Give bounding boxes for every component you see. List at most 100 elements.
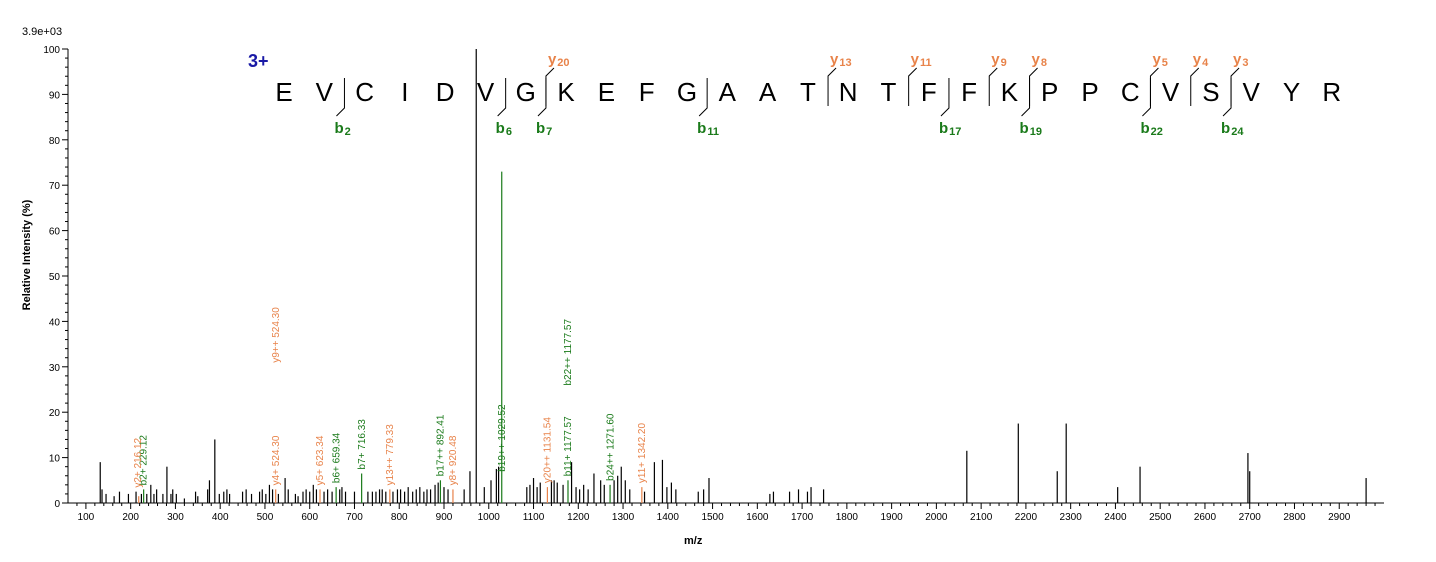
sequence-residue: T [800,77,816,107]
sequence-residue: A [719,77,737,107]
y-tick-label: 50 [49,272,61,283]
x-tick-label: 1600 [746,512,769,523]
x-tick-label: 500 [257,512,274,523]
sequence-residue: K [557,77,575,107]
peak-annotation: b24++ 1271.60 [605,413,616,481]
peak-annotation: y9++ 524.30 [271,307,282,363]
y-ion-marker [1230,67,1240,106]
b-ion-marker [1021,78,1031,117]
x-tick-label: 2100 [970,512,993,523]
x-tick-label: 200 [122,512,139,523]
y-ion-marker [545,67,555,106]
sequence-residue: I [401,77,408,107]
sequence-residue: R [1322,77,1341,107]
peak-annotation: b19++ 1029.52 [497,404,508,472]
intensity-scale-label: 3.9e+03 [22,26,62,38]
sequence-residue: N [839,77,858,107]
x-tick-label: 1800 [836,512,859,523]
x-tick-label: 1700 [791,512,814,523]
fragment-ion-label: b19 [1020,120,1042,138]
fragment-ion-label: y8 [1032,51,1047,69]
peaks [99,49,1367,503]
x-tick-label: 1200 [567,512,590,523]
sequence-residue: G [677,77,697,107]
y-ion-marker [827,67,837,106]
peak-annotation: b7+ 716.33 [357,419,368,470]
sequence-residue: Y [1283,77,1300,107]
y-tick-label: 30 [49,363,61,374]
y-tick-label: 80 [49,136,61,147]
fragment-ion-label: b7 [536,120,552,138]
y-ion-marker [908,67,918,106]
x-ticks: 100 200 300 400 500 600 700 800 900 1000 1100 1200 1… [76,503,1376,523]
peak-annotation: b17++ 892.41 [436,414,447,476]
fragment-ion-label: b24 [1221,120,1244,138]
sequence-residue: V [316,77,334,107]
fragment-ion-label: y11 [911,51,932,69]
y-ion-marker [1190,67,1200,106]
x-tick-label: 2700 [1239,512,1262,523]
fragment-ion-label: b22 [1140,120,1162,138]
sequence-residue: V [1243,77,1261,107]
b-ion-marker [940,78,950,117]
x-tick-label: 900 [436,512,453,523]
peak-annotation: y20++ 1131.54 [543,417,554,483]
x-tick-label: 2500 [1149,512,1172,523]
y-tick-label: 40 [49,317,61,328]
x-tick-label: 2300 [1060,512,1083,523]
y-tick-label: 60 [49,227,61,238]
fragment-ion-label: b17 [939,120,961,138]
sequence-residue: E [598,77,615,107]
sequence-residue: G [516,77,536,107]
x-tick-label: 2900 [1328,512,1351,523]
fragment-ion-label: y20 [548,51,570,69]
x-tick-label: 1100 [523,512,545,523]
b-ion-marker [497,78,507,117]
x-tick-label: 400 [212,512,229,523]
peak-annotation: y5+ 623.34 [315,435,326,485]
fragment-ion-label: b2 [334,120,350,138]
b-ion-marker [698,78,708,117]
sequence-residue: C [355,77,374,107]
b-ion-marker [1142,78,1151,117]
sequence-residue: C [1121,77,1140,107]
peak-annotation: b6+ 659.34 [331,432,342,483]
sequence-residue: F [961,77,977,107]
fragment-ion-label: b6 [496,120,512,138]
sequence-residue: V [1162,77,1180,107]
peak-annotation: y13++ 779.33 [385,424,396,486]
fragment-ion-label: y9 [991,51,1006,69]
x-tick-label: 1500 [701,512,724,523]
x-tick-label: 1300 [612,512,635,523]
b-ion-marker [537,78,547,117]
sequence-residue: F [639,77,655,107]
b-ion-marker [1222,78,1232,117]
x-tick-label: 1900 [880,512,903,523]
x-tick-label: 800 [391,512,408,523]
y-ticks: 0 10 20 30 40 50 60 70 80 90 100 [43,45,68,510]
y-ion-marker [1149,67,1159,106]
y-tick-label: 0 [54,499,60,510]
y-tick-label: 90 [49,90,61,101]
fragment-ion-label: y3 [1233,51,1248,69]
y-tick-label: 70 [49,181,61,192]
y-tick-label: 20 [49,408,61,419]
sequence-residue: T [881,77,897,107]
sequence-residue: V [477,77,495,107]
x-axis-title: m/z [684,535,703,547]
sequence-residue: A [759,77,777,107]
fragment-markers: b2 b6 b7 b11 b17 b19 b22 b24 y20 y13 y11 y9 y8 y5 y4 y3 [334,51,1248,138]
sequence-residue: D [436,77,455,107]
x-tick-label: 2000 [925,512,948,523]
peak-annotation: b11+ 1177.57 [563,416,574,476]
x-tick-label: 1400 [657,512,680,523]
peak-annotation: y4+ 524.30 [271,435,282,485]
sequence-residue: K [1001,77,1019,107]
y-tick-label: 100 [43,45,60,56]
x-tick-label: 2800 [1283,512,1306,523]
axes [67,49,1384,504]
peak-annotation: y2+ 216.12 [133,437,144,487]
